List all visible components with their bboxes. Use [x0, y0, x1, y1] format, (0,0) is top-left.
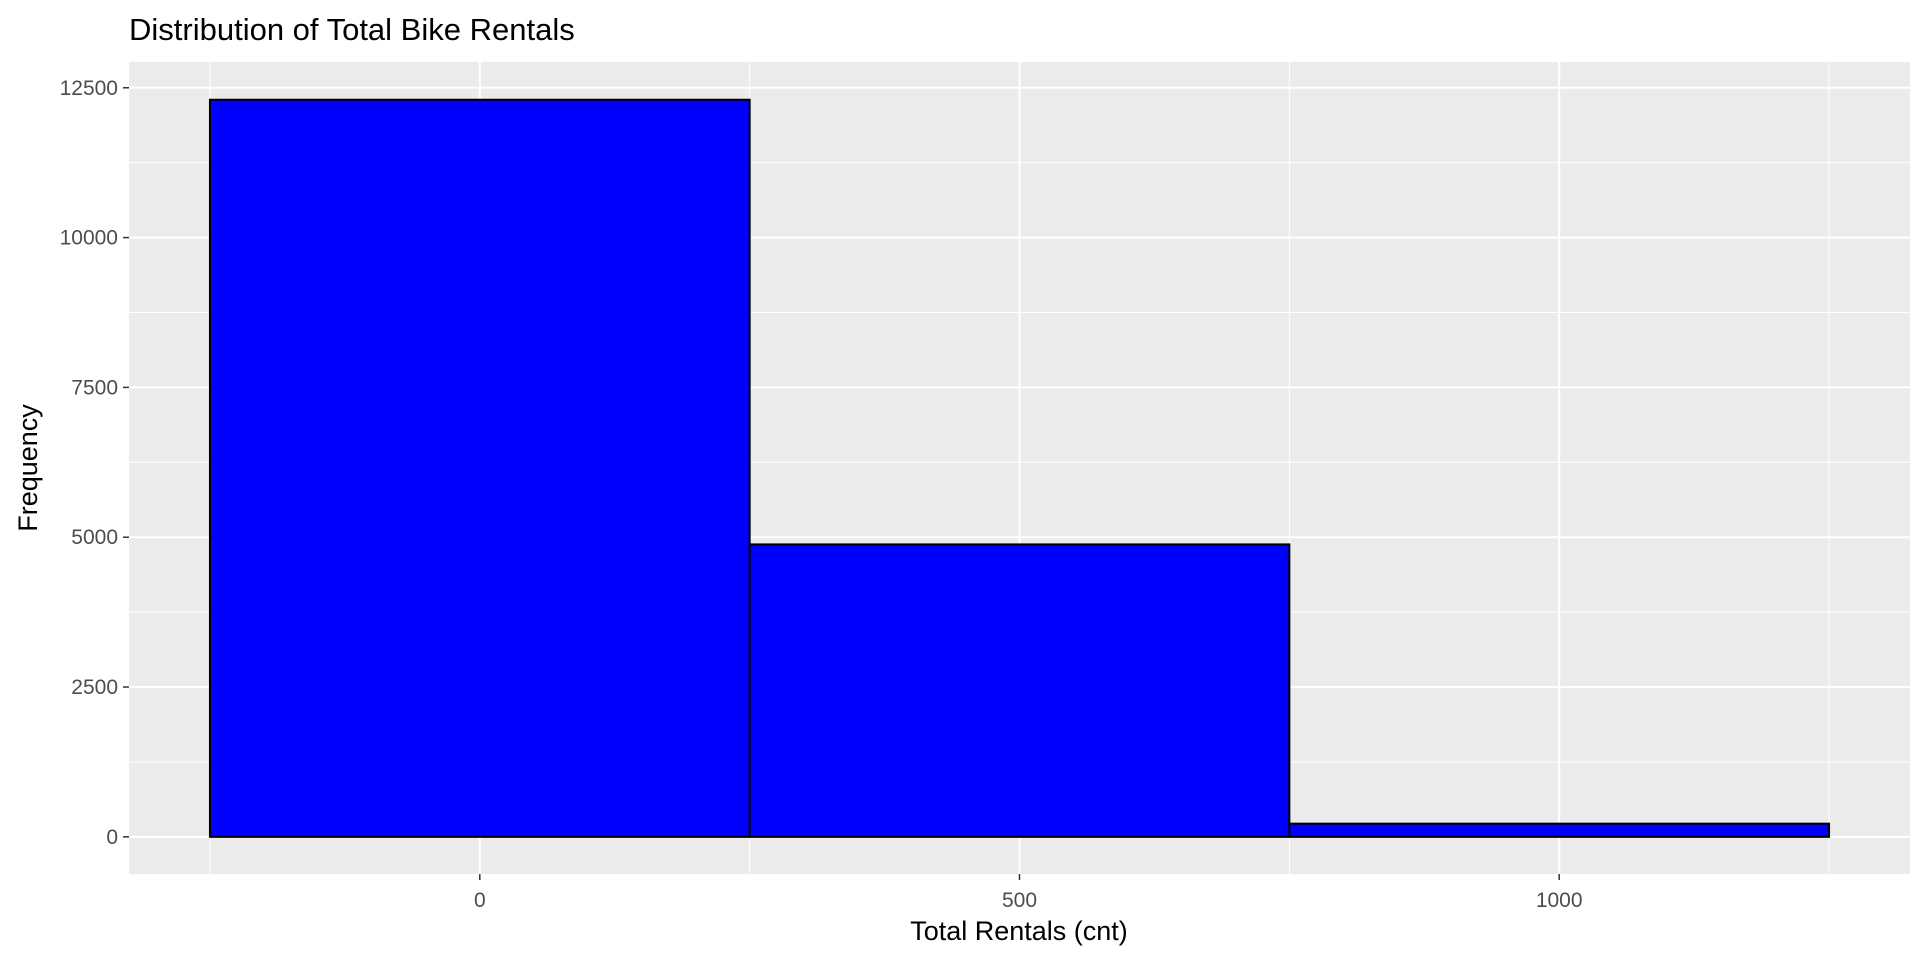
histogram-bars: [208, 98, 1831, 838]
chart-title: Distribution of Total Bike Rentals: [129, 12, 575, 47]
y-tick-label: 10000: [60, 227, 118, 250]
y-tick-label: 5000: [71, 526, 118, 549]
x-axis-title: Total Rentals (cnt): [910, 916, 1128, 946]
y-tick-label: 7500: [71, 376, 118, 399]
histogram-bar-3: [1288, 822, 1831, 838]
histogram-bar-1: [208, 98, 751, 838]
axes: 0 2500 5000 7500 10000 12500 0 500 1000: [60, 77, 1583, 912]
x-tick-label: 1000: [1536, 889, 1583, 912]
y-tick-label: 2500: [71, 676, 118, 699]
y-tick-label: 12500: [60, 77, 118, 100]
histogram-bar-2: [748, 543, 1291, 838]
y-axis-title: Frequency: [13, 404, 43, 532]
x-tick-label: 0: [474, 889, 486, 912]
x-tick-label: 500: [1002, 889, 1037, 912]
y-tick-label: 0: [106, 826, 118, 849]
